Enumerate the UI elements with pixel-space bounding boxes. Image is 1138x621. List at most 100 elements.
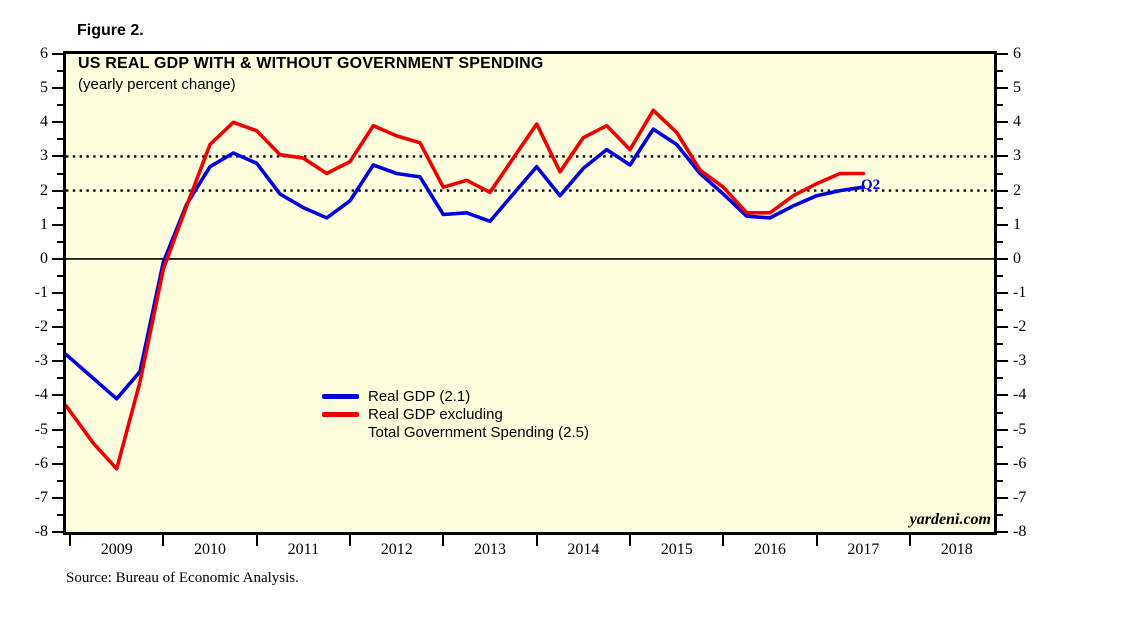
y-axis-label-left: 4	[40, 113, 48, 131]
x-axis-tick	[442, 535, 445, 546]
legend-label: Real GDP (2.1)	[368, 388, 471, 406]
chart-title: US REAL GDP WITH & WITHOUT GOVERNMENT SP…	[78, 55, 544, 72]
chart-canvas	[66, 108, 994, 471]
y-axis-minor-tick-right	[997, 206, 1003, 209]
x-axis-year-label: 2012	[380, 541, 413, 558]
y-axis-minor-tick-left	[57, 411, 63, 414]
y-axis-minor-tick-right	[997, 70, 1003, 73]
y-axis-minor-tick-left	[57, 274, 63, 277]
y-axis-major-tick-right	[997, 53, 1008, 55]
y-axis-major-tick-left	[52, 257, 63, 260]
y-axis-label-left: -8	[34, 523, 48, 540]
watermark-yardeni: yardeni.com	[909, 511, 991, 528]
y-axis-major-tick-right	[997, 428, 1008, 431]
y-axis-major-tick-left	[52, 531, 63, 533]
y-axis-label-right: -2	[1013, 318, 1027, 336]
y-axis-major-tick-left	[52, 292, 63, 294]
y-axis-label-right: -5	[1013, 420, 1027, 438]
x-axis-tick	[815, 535, 818, 546]
x-axis-year-label: 2009	[100, 541, 133, 558]
y-axis-label-left: 1	[40, 215, 48, 233]
x-axis-tick	[162, 535, 165, 546]
y-axis-label-left: -1	[34, 284, 48, 301]
y-axis-minor-tick-left	[57, 377, 63, 380]
legend: Real GDP (2.1) Real GDP excluding Total …	[322, 388, 589, 442]
legend-item-real-gdp: Real GDP (2.1)	[322, 388, 589, 406]
y-axis-major-tick-right	[997, 394, 1008, 397]
y-axis-label-right: -8	[1013, 523, 1027, 540]
y-axis-major-tick-left	[52, 223, 63, 226]
x-axis-tick	[535, 535, 538, 546]
y-axis-minor-tick-right	[997, 411, 1003, 414]
y-axis-label-right: -6	[1013, 454, 1027, 472]
x-axis-year-label: 2011	[287, 541, 320, 558]
y-axis-major-tick-right	[997, 360, 1008, 363]
x-axis-year-label: 2014	[567, 541, 600, 558]
latest-quarter-annotation: Q2	[861, 177, 881, 193]
y-axis-minor-tick-right	[997, 479, 1003, 482]
legend-item-real-gdp-ex-gov: Real GDP excluding	[322, 406, 589, 424]
x-axis-tick	[69, 535, 71, 546]
x-axis-tick	[908, 535, 911, 546]
x-axis-tick	[628, 535, 631, 546]
y-axis-major-tick-right	[997, 189, 1008, 192]
y-axis-major-tick-left	[52, 496, 63, 499]
y-axis-major-tick-left	[52, 326, 63, 329]
y-axis-major-tick-left	[52, 87, 63, 90]
y-axis-minor-tick-left	[57, 445, 63, 448]
y-axis-major-tick-right	[997, 257, 1008, 260]
y-axis-label-right: 2	[1013, 181, 1021, 199]
y-axis-major-tick-left	[52, 360, 63, 363]
y-axis-label-left: 2	[40, 181, 48, 199]
real-gdp-line	[66, 127, 866, 401]
y-axis-label-right: 5	[1013, 79, 1021, 97]
y-axis-label-left: 6	[40, 45, 48, 62]
legend-label: Real GDP excluding	[368, 406, 503, 424]
y-axis-minor-tick-right	[997, 343, 1003, 346]
y-axis-minor-tick-right	[997, 445, 1003, 448]
y-axis-minor-tick-right	[997, 240, 1003, 243]
y-axis-minor-tick-left	[57, 70, 63, 73]
x-axis-tick	[722, 535, 725, 546]
y-axis-label-right: -7	[1013, 488, 1027, 506]
y-axis-major-tick-left	[52, 189, 63, 192]
x-axis-tick	[348, 535, 351, 546]
y-axis-minor-tick-left	[57, 479, 63, 482]
y-axis-major-tick-left	[52, 394, 63, 397]
y-axis-major-tick-left	[52, 53, 63, 55]
y-axis-major-tick-left	[52, 428, 63, 431]
y-axis-label-right: -3	[1013, 352, 1027, 370]
y-axis-minor-tick-right	[997, 172, 1003, 175]
y-axis-label-left: -7	[34, 488, 48, 506]
y-axis-minor-tick-right	[997, 138, 1003, 141]
y-axis-major-tick-right	[997, 121, 1008, 124]
y-axis-label-right: 6	[1013, 45, 1021, 62]
legend-label: Total Government Spending (2.5)	[368, 424, 589, 442]
y-axis-minor-tick-left	[57, 513, 63, 516]
y-axis-minor-tick-right	[997, 513, 1003, 516]
y-axis-major-tick-right	[997, 155, 1008, 158]
y-axis-major-tick-right	[997, 87, 1008, 90]
y-axis-label-left: 3	[40, 147, 48, 165]
x-axis-year-label: 2013	[474, 541, 507, 558]
y-axis-minor-tick-left	[57, 206, 63, 209]
source-note: Source: Bureau of Economic Analysis.	[66, 570, 299, 586]
y-axis-major-tick-right	[997, 531, 1008, 533]
y-axis-minor-tick-left	[57, 172, 63, 175]
y-axis-major-tick-right	[997, 326, 1008, 329]
y-axis-label-right: 0	[1013, 249, 1021, 267]
y-axis-minor-tick-right	[997, 274, 1003, 277]
y-axis-label-left: 0	[40, 249, 48, 267]
y-axis-minor-tick-left	[57, 343, 63, 346]
y-axis-label-right: 1	[1013, 215, 1021, 233]
legend-line-swatch-blue	[322, 394, 359, 400]
x-axis-year-label: 2017	[847, 541, 880, 558]
x-axis-year-label: 2018	[940, 541, 973, 558]
y-axis-major-tick-right	[997, 292, 1008, 294]
y-axis-label-left: -2	[34, 318, 48, 336]
y-axis-minor-tick-left	[57, 104, 63, 107]
y-axis-major-tick-left	[52, 121, 63, 124]
y-axis-minor-tick-right	[997, 104, 1003, 107]
y-axis-major-tick-right	[997, 223, 1008, 226]
